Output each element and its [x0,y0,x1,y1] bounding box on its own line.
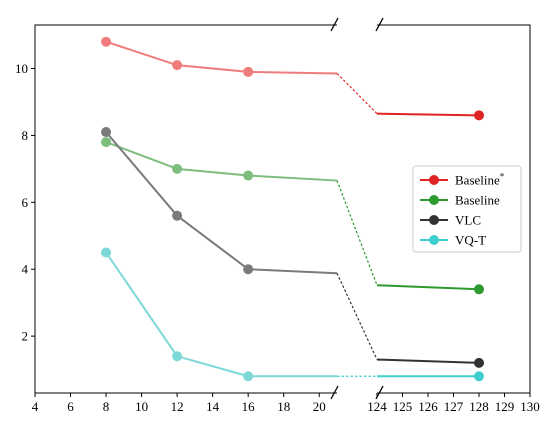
legend-entry: Baseline [420,193,500,208]
series-line-left [105,251,337,378]
break-mark-top-left [330,17,339,32]
data-point [101,36,112,47]
legend-label: VQ-T [455,233,486,248]
data-point [101,127,112,138]
legend-swatch-marker [429,215,439,225]
x-tick-label: 8 [103,399,110,414]
legend-items: Baseline* Baseline VLC VQ-T [420,172,505,248]
legend-swatch-marker [429,175,439,185]
legend-entry: VLC [420,213,481,228]
series-2 [101,127,484,368]
data-point [101,247,112,258]
x-tick-label: 128 [469,399,489,414]
legend: Baseline* Baseline VLC VQ-T [412,165,522,253]
series-line-left [105,40,338,75]
break-mark-top-right [375,17,384,32]
legend-label: Baseline* [455,172,505,188]
data-point [243,264,254,275]
data-point [172,163,183,174]
data-point [474,371,484,382]
y-tick-label: 4 [22,262,29,277]
legend-swatch-marker [429,195,439,205]
data-point [101,137,112,148]
x-tick-label: 124 [367,399,387,414]
y-tick-label: 8 [22,128,29,143]
series-break-connector [336,180,378,286]
data-point [474,357,484,368]
legend-swatch-marker [429,235,439,245]
series-line-right [376,358,480,364]
legend-box [412,165,522,253]
y-tick-label: 10 [15,61,28,76]
break-mark-bottom-left [330,385,339,400]
legend-label: VLC [455,213,481,228]
series-line-right [376,284,480,291]
series-break-connector [336,73,378,115]
series-break-connector [336,272,378,360]
legend-entry: Baseline* [420,172,505,188]
legend-entry: VQ-T [420,233,486,248]
x-tick-label: 4 [32,399,39,414]
y-tick-label: 6 [22,195,29,210]
data-point [243,170,254,181]
x-tick-label: 130 [520,399,540,414]
x-tick-label: 125 [393,399,413,414]
data-point [172,60,183,71]
x-tick-label: 127 [444,399,464,414]
series-3 [101,247,484,382]
series-lines [101,36,484,382]
data-point [243,66,254,77]
series-line-left [105,131,338,275]
x-tick-label: 18 [277,399,290,414]
data-point [172,351,183,362]
x-tick-label: 14 [206,399,220,414]
x-tick-label: 129 [495,399,515,414]
axes-ticks: 4 6 8 10 12 14 16 18 20 124 125 126 127 128 129 130 2 4 6 8… [15,61,540,414]
data-point [474,110,484,121]
series-line-left [105,141,338,182]
x-tick-label: 126 [418,399,438,414]
x-tick-label: 12 [171,399,184,414]
data-point [243,371,254,382]
data-point [172,210,183,221]
series-1 [101,137,484,295]
series-0 [101,36,484,121]
x-tick-label: 16 [242,399,256,414]
x-tick-label: 20 [313,399,326,414]
y-tick-label: 2 [22,329,29,344]
x-tick-label: 6 [67,399,74,414]
legend-label-superscript: * [500,172,505,182]
data-point [474,284,484,295]
legend-label: Baseline [455,193,500,208]
left-panel-frame [34,24,337,394]
x-tick-label: 10 [135,399,148,414]
series-line-right [376,112,480,117]
